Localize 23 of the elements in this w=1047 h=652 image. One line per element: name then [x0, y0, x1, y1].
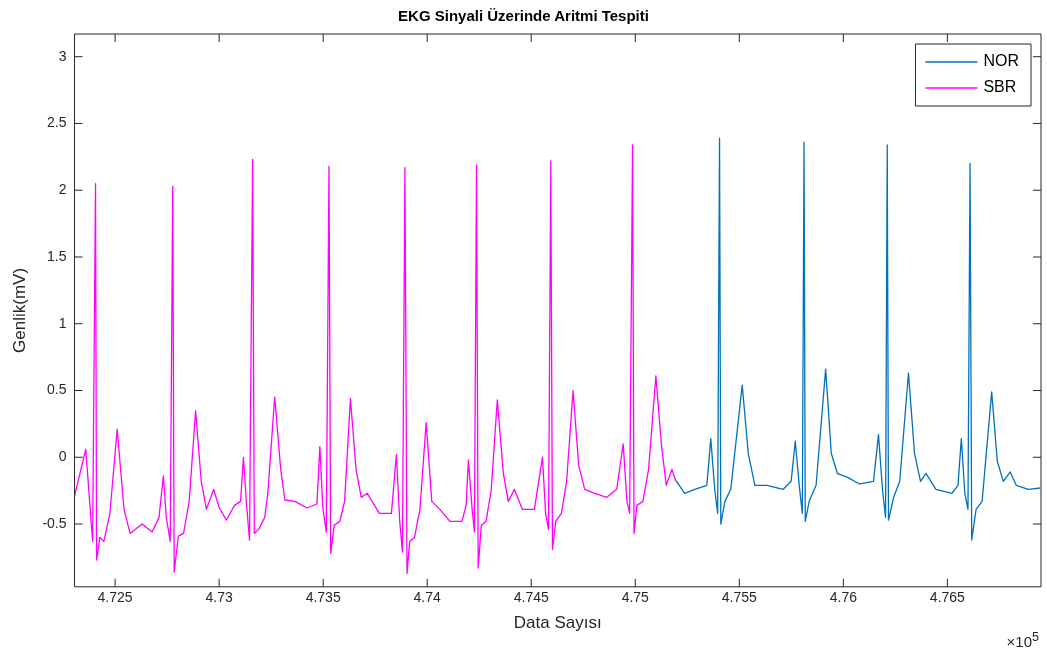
- x-tick-label: 4.75: [621, 589, 650, 606]
- text: ×10$^{5}$: [1006, 630, 1039, 650]
- y-tick-label: 2.5: [47, 114, 67, 131]
- y-tick-label: 3: [58, 47, 67, 64]
- x-tick-label: 4.74: [413, 589, 442, 606]
- y-tick-label: 0.5: [47, 381, 67, 398]
- x-tick-label: 4.725: [97, 589, 133, 606]
- x-tick-label: 4.765: [929, 589, 966, 606]
- x-tick-label: 4.735: [305, 589, 341, 606]
- y-tick-label: -0.5: [42, 514, 67, 531]
- y-tick-label: 0: [58, 448, 67, 465]
- legend-label: NOR: [983, 52, 1020, 70]
- y-tick-label: 2: [58, 181, 67, 198]
- legend-label: SBR: [983, 78, 1017, 96]
- chart-title: EKG Sinyali Üzerinde Aritmi Tespiti: [398, 7, 649, 25]
- x-tick-label: 4.73: [205, 589, 233, 606]
- x-tick-label: 4.755: [721, 589, 758, 606]
- y-tick-label: 1: [58, 314, 67, 331]
- y-axis-title: Genlik(mV): [9, 267, 29, 353]
- x-tick-label: 4.745: [513, 589, 549, 606]
- x-axis-title: Data Sayısı: [513, 613, 602, 633]
- x-tick-label: 4.76: [829, 589, 858, 606]
- y-tick-label: 1.5: [47, 247, 67, 264]
